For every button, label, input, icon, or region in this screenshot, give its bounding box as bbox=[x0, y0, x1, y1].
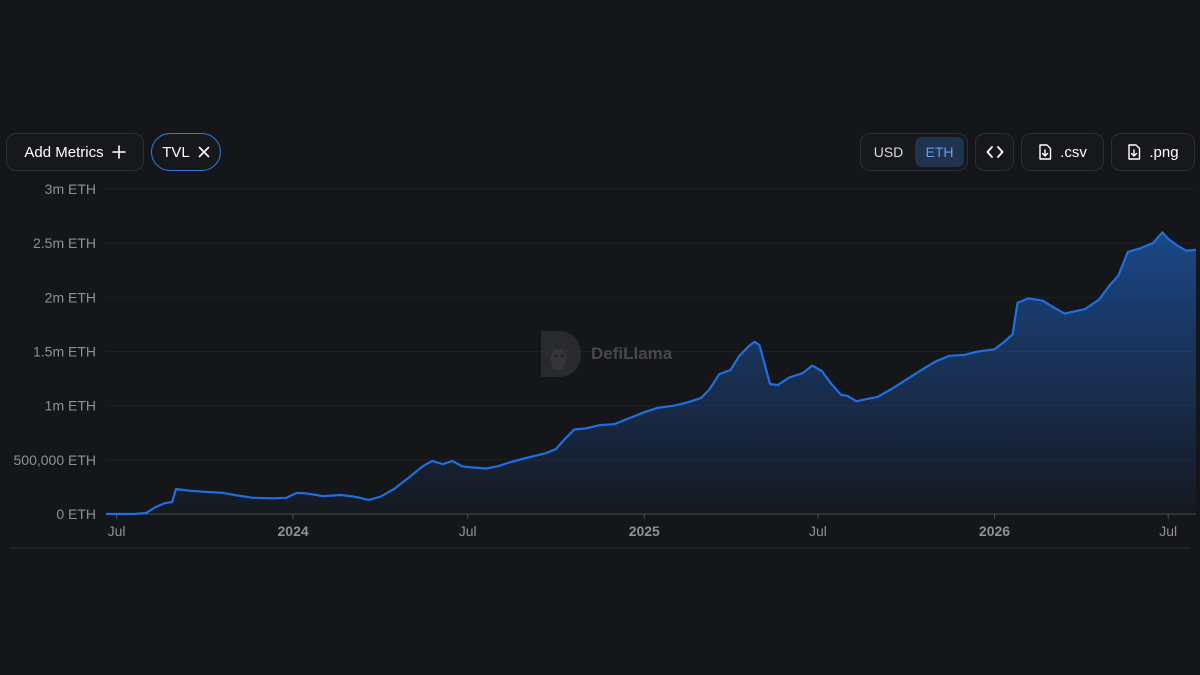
watermark-text: DefiLlama bbox=[591, 344, 673, 363]
y-tick-label: 1.5m ETH bbox=[33, 344, 96, 360]
tvl-chart: 0 ETH 500,000 ETH 1m ETH 1.5m ETH 2m ETH 2.5m… bbox=[10, 181, 1197, 549]
tvl-area bbox=[106, 232, 1196, 515]
png-label: .png bbox=[1149, 143, 1179, 161]
download-file-icon bbox=[1038, 144, 1052, 160]
tvl-metric-chip[interactable]: TVL bbox=[151, 133, 221, 171]
currency-option-usd[interactable]: USD bbox=[873, 144, 904, 160]
download-csv-button[interactable]: .csv bbox=[1021, 133, 1104, 171]
tvl-chip-label: TVL bbox=[162, 143, 190, 161]
currency-option-eth[interactable]: ETH bbox=[915, 137, 964, 167]
x-tick-label: 2024 bbox=[278, 523, 309, 539]
embed-button[interactable] bbox=[975, 133, 1014, 171]
add-metrics-button[interactable]: Add Metrics bbox=[6, 133, 144, 171]
code-icon bbox=[986, 145, 1004, 159]
y-tick-label: 3m ETH bbox=[45, 181, 96, 197]
chart-toolbar: Add Metrics TVL USD ETH .csv .png bbox=[0, 133, 1200, 173]
x-tick-label: Jul bbox=[459, 523, 477, 539]
y-tick-label: 2m ETH bbox=[45, 289, 96, 305]
currency-toggle: USD ETH bbox=[860, 133, 968, 171]
x-axis: Jul 2024 Jul 2025 Jul 2026 Jul bbox=[10, 513, 1196, 549]
download-png-button[interactable]: .png bbox=[1111, 133, 1195, 171]
y-axis: 0 ETH 500,000 ETH 1m ETH 1.5m ETH 2m ETH 2.5m… bbox=[14, 181, 97, 522]
csv-label: .csv bbox=[1060, 143, 1087, 161]
x-tick-label: 2026 bbox=[979, 523, 1010, 539]
plus-icon bbox=[111, 145, 126, 159]
close-icon[interactable] bbox=[198, 146, 210, 158]
defillama-watermark: DefiLlama bbox=[539, 329, 672, 379]
y-tick-label: 0 ETH bbox=[56, 506, 96, 522]
tvl-line bbox=[106, 231, 1197, 516]
y-tick-label: 2.5m ETH bbox=[33, 235, 96, 251]
x-tick-label: Jul bbox=[1159, 523, 1177, 539]
x-tick-label: Jul bbox=[108, 523, 126, 539]
x-tick-label: 2025 bbox=[629, 523, 660, 539]
download-file-icon bbox=[1127, 144, 1141, 160]
add-metrics-label: Add Metrics bbox=[24, 143, 104, 161]
llama-logo-icon bbox=[539, 329, 583, 379]
y-tick-label: 1m ETH bbox=[45, 398, 96, 414]
y-tick-label: 500,000 ETH bbox=[14, 452, 97, 468]
x-tick-label: Jul bbox=[809, 523, 827, 539]
